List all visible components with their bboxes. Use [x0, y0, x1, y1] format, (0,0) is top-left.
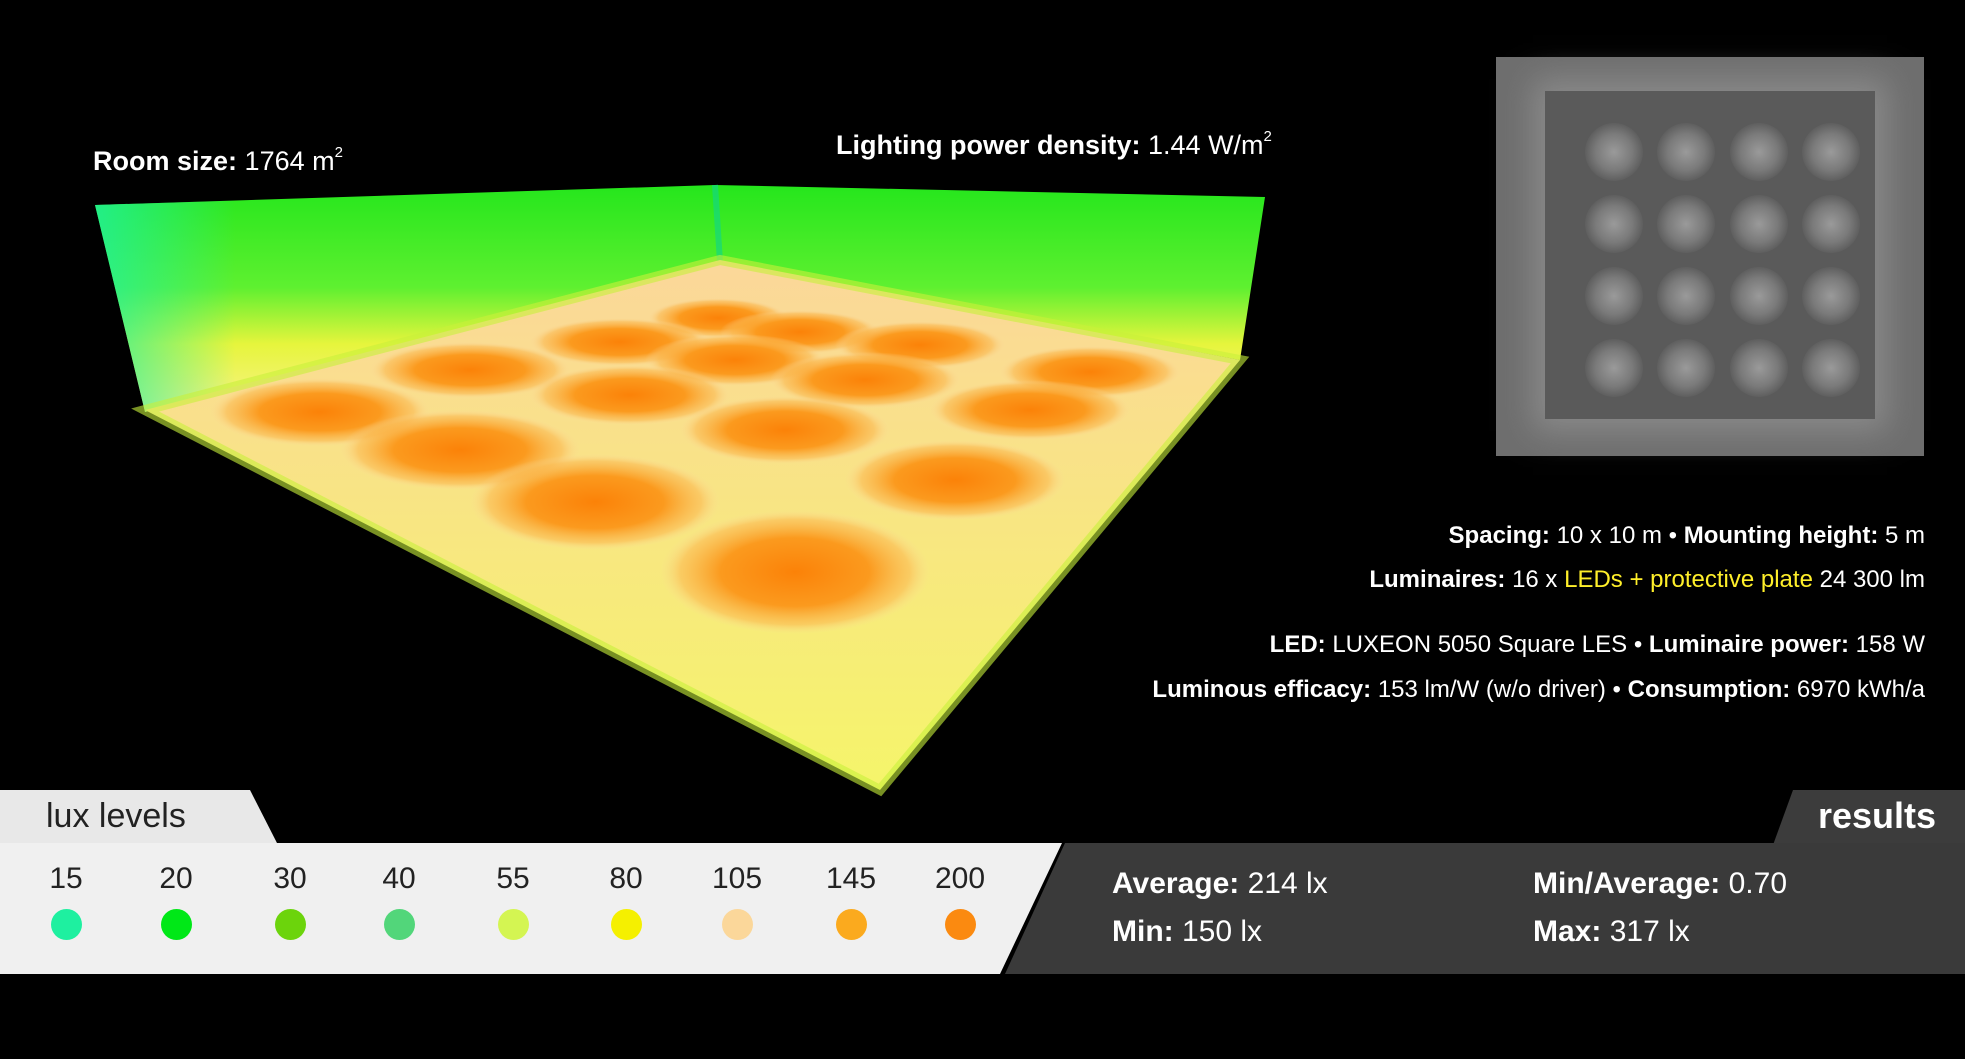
- average-value: 214 lx: [1247, 867, 1328, 900]
- lpd-label: Lighting power density:: [836, 130, 1141, 160]
- separator: •: [1612, 676, 1621, 703]
- luminaire-light-spot: [1585, 195, 1643, 253]
- legend-tab: [0, 790, 278, 845]
- luminaires-flux: 24 300 lm: [1819, 566, 1925, 593]
- mounting-height-label: Mounting height:: [1683, 522, 1879, 549]
- spacing-label: Spacing:: [1448, 522, 1550, 549]
- lux-level-value: 105: [711, 862, 763, 895]
- led-label: LED:: [1269, 631, 1326, 658]
- lux-color-swatch: [274, 909, 306, 940]
- consumption-value: 6970 kWh/a: [1796, 676, 1925, 703]
- efficacy-label: Luminous efficacy:: [1152, 676, 1372, 703]
- luminaires-line: Luminaires: 16 x LEDs + protective plate…: [1369, 566, 1925, 594]
- spacing-value: 10 x 10 m: [1556, 522, 1662, 549]
- results-panel: [1005, 843, 1965, 974]
- lux-color-swatch: [721, 909, 753, 940]
- room-size-value: 1764 m: [244, 146, 335, 176]
- max-value: 317 lx: [1609, 915, 1690, 948]
- efficacy-value: 153 lm/W (w/o driver): [1377, 676, 1606, 703]
- max-label: Max:: [1533, 915, 1602, 948]
- lux-level-item: 55: [478, 862, 548, 940]
- min-average-label: Min/Average:: [1533, 867, 1721, 900]
- room-size: Room size: 1764 m2: [93, 144, 343, 177]
- room-size-unit-exponent: 2: [334, 144, 343, 161]
- results-tab: [1773, 790, 1965, 845]
- luminaire-light-spot: [1802, 123, 1860, 181]
- lux-level-value: 15: [49, 862, 83, 895]
- lux-color-swatch: [160, 909, 192, 940]
- min-average-result: Min/Average: 0.70: [1533, 867, 1787, 901]
- min-average-value: 0.70: [1728, 867, 1787, 900]
- luminaire-light-spot: [1585, 339, 1643, 397]
- room-size-label: Room size:: [93, 146, 238, 176]
- min-result: Min: 150 lx: [1112, 915, 1262, 949]
- hotspots: [210, 298, 1180, 634]
- luminaires-count: 16 x: [1512, 566, 1558, 593]
- lux-level-item: 80: [591, 862, 661, 940]
- luminaire-light-spot: [1730, 339, 1788, 397]
- lux-color-swatch: [50, 909, 82, 940]
- efficacy-line: Luminous efficacy: 153 lm/W (w/o driver)…: [1152, 676, 1925, 704]
- luminaire-light-spot: [1657, 195, 1715, 253]
- lux-level-value: 30: [273, 862, 307, 895]
- lux-color-swatch: [497, 909, 529, 940]
- lux-color-swatch: [944, 909, 976, 940]
- luminaire-grid: [1545, 91, 1875, 419]
- lux-level-value: 145: [825, 862, 877, 895]
- lux-level-item: 40: [364, 862, 434, 940]
- lux-level-value: 80: [609, 862, 643, 895]
- luminaire-power-label: Luminaire power:: [1648, 631, 1849, 658]
- lux-level-item: 20: [141, 862, 211, 940]
- lux-color-swatch: [835, 909, 867, 940]
- consumption-label: Consumption:: [1627, 676, 1791, 703]
- luminaire-light-spot: [1802, 339, 1860, 397]
- luminaire-light-spot: [1730, 195, 1788, 253]
- lux-level-value: 40: [382, 862, 416, 895]
- luminaires-type: LEDs + protective plate: [1564, 566, 1813, 593]
- lux-level-value: 20: [159, 862, 193, 895]
- lux-level-value: 55: [496, 862, 530, 895]
- lux-level-item: 200: [925, 862, 995, 940]
- lux-level-item: 15: [31, 862, 101, 940]
- luminaire-light-spot: [1657, 123, 1715, 181]
- luminaire-light-spot: [1585, 123, 1643, 181]
- luminaire-light-spot: [1802, 195, 1860, 253]
- luminaire-light-spot: [1585, 267, 1643, 325]
- lpd-value: 1.44 W/m: [1148, 130, 1264, 160]
- min-label: Min:: [1112, 915, 1174, 948]
- legend-panel: [0, 843, 1062, 974]
- separator: •: [1668, 522, 1678, 549]
- lux-color-swatch: [383, 909, 415, 940]
- lux-level-item: 145: [816, 862, 886, 940]
- lux-color-swatch: [610, 909, 642, 940]
- ceiling-preview-image: [1496, 57, 1924, 456]
- luminaires-label: Luminaires:: [1369, 566, 1506, 593]
- led-value: LUXEON 5050 Square LES: [1332, 631, 1628, 658]
- legend-title: lux levels: [46, 797, 186, 835]
- luminaire-light-spot: [1657, 339, 1715, 397]
- min-value: 150 lx: [1181, 915, 1263, 948]
- luminaire-light-spot: [1730, 267, 1788, 325]
- luminaire-light-spot: [1730, 123, 1788, 181]
- lighting-power-density: Lighting power density: 1.44 W/m2: [836, 128, 1272, 161]
- luminaire-light-spot: [1657, 267, 1715, 325]
- average-label: Average:: [1112, 867, 1240, 900]
- led-line: LED: LUXEON 5050 Square LES • Luminaire …: [1270, 631, 1925, 659]
- lux-level-item: 105: [702, 862, 772, 940]
- lux-level-item: 30: [255, 862, 325, 940]
- mounting-height-value: 5 m: [1884, 522, 1925, 549]
- luminaire-power-value: 158 W: [1855, 631, 1925, 658]
- separator: •: [1633, 631, 1643, 658]
- lux-level-value: 200: [934, 862, 986, 895]
- luminaire-light-spot: [1802, 267, 1860, 325]
- max-result: Max: 317 lx: [1533, 915, 1690, 949]
- results-title: results: [1818, 795, 1937, 836]
- spacing-line: Spacing: 10 x 10 m • Mounting height: 5 …: [1449, 522, 1925, 550]
- average-result: Average: 214 lx: [1112, 867, 1328, 901]
- lpd-unit-exponent: 2: [1263, 128, 1272, 145]
